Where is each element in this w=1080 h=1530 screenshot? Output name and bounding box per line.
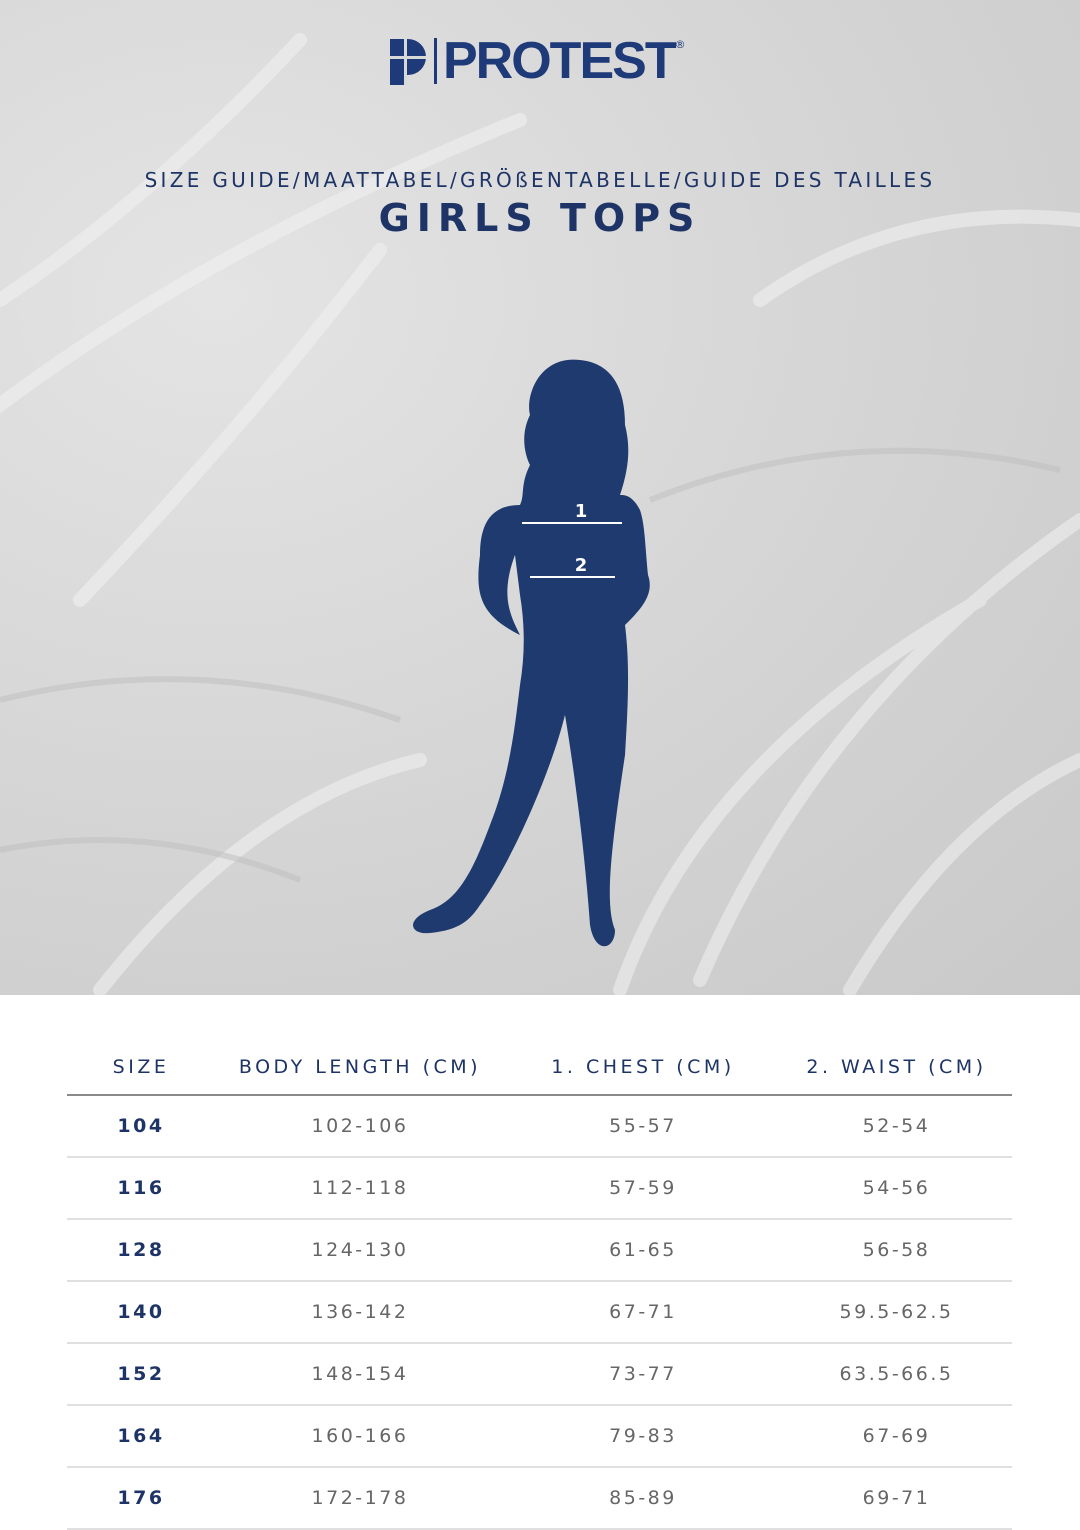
cell-body-length: 160-166: [215, 1405, 505, 1468]
table-row: 116 112-118 57-59 54-56: [67, 1157, 1012, 1220]
cell-size: 116: [67, 1157, 215, 1220]
table-row: 104 102-106 55-57 52-54: [67, 1095, 1012, 1158]
cell-body-length: 102-106: [215, 1095, 505, 1158]
cell-body-length: 112-118: [215, 1157, 505, 1220]
page-title: GIRLS TOPS: [378, 196, 702, 240]
table-header-row: SIZE BODY LENGTH (CM) 1. CHEST (CM) 2. W…: [67, 1040, 1012, 1096]
hero-background: PROTEST ® SIZE GUIDE/MAATTABEL/GRÖßENTAB…: [0, 0, 1080, 995]
cell-waist: 56-58: [781, 1219, 1012, 1282]
page-subtitle: SIZE GUIDE/MAATTABEL/GRÖßENTABELLE/GUIDE…: [144, 168, 936, 192]
table-row: 152 148-154 73-77 63.5-66.5: [67, 1343, 1012, 1406]
cell-body-length: 124-130: [215, 1219, 505, 1282]
cell-chest: 73-77: [505, 1343, 781, 1406]
cell-waist: 59.5-62.5: [781, 1281, 1012, 1344]
cell-size: 104: [67, 1095, 215, 1158]
cell-body-length: 172-178: [215, 1467, 505, 1530]
cell-waist: 63.5-66.5: [781, 1343, 1012, 1406]
size-table: SIZE BODY LENGTH (CM) 1. CHEST (CM) 2. W…: [67, 1040, 1012, 1530]
header-waist: 2. WAIST (CM): [781, 1040, 1012, 1096]
cell-size: 176: [67, 1467, 215, 1530]
cell-waist: 54-56: [781, 1157, 1012, 1220]
protest-logo: PROTEST ®: [388, 32, 686, 90]
waist-marker: 2: [575, 555, 588, 576]
table-row: 128 124-130 61-65 56-58: [67, 1219, 1012, 1282]
registered-mark: ®: [674, 38, 686, 51]
cell-chest: 55-57: [505, 1095, 781, 1158]
cell-chest: 79-83: [505, 1405, 781, 1468]
cell-waist: 69-71: [781, 1467, 1012, 1530]
header-body-length: BODY LENGTH (CM): [215, 1040, 505, 1096]
girl-silhouette: 1 2: [413, 359, 650, 947]
cell-body-length: 136-142: [215, 1281, 505, 1344]
cell-chest: 67-71: [505, 1281, 781, 1344]
table-row: 164 160-166 79-83 67-69: [67, 1405, 1012, 1468]
cell-size: 140: [67, 1281, 215, 1344]
table-row: 176 172-178 85-89 69-71: [67, 1467, 1012, 1530]
cell-chest: 61-65: [505, 1219, 781, 1282]
cell-size: 128: [67, 1219, 215, 1282]
header-size: SIZE: [67, 1040, 215, 1096]
chest-marker: 1: [575, 501, 588, 522]
protest-logo-icon: [390, 39, 426, 85]
cell-size: 152: [67, 1343, 215, 1406]
cell-body-length: 148-154: [215, 1343, 505, 1406]
header-chest: 1. CHEST (CM): [505, 1040, 781, 1096]
table-row: 140 136-142 67-71 59.5-62.5: [67, 1281, 1012, 1344]
cell-waist: 67-69: [781, 1405, 1012, 1468]
cell-waist: 52-54: [781, 1095, 1012, 1158]
cell-chest: 57-59: [505, 1157, 781, 1220]
brand-name: PROTEST: [443, 32, 677, 90]
cell-chest: 85-89: [505, 1467, 781, 1530]
palm-leaves-background: [0, 447, 1061, 883]
cell-size: 164: [67, 1405, 215, 1468]
